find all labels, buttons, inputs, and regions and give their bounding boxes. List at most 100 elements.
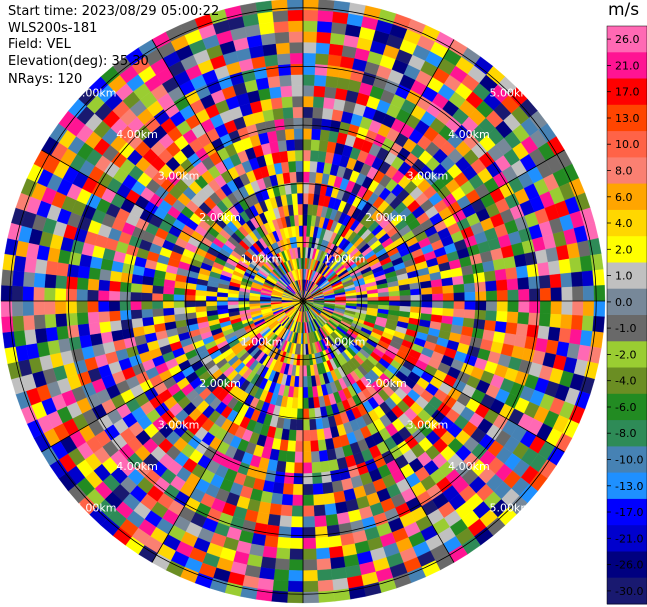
velocity-bins bbox=[0, 0, 606, 604]
colorbar-segment bbox=[607, 446, 647, 474]
velocity-bin bbox=[309, 160, 318, 173]
velocity-bin bbox=[453, 292, 465, 302]
velocity-bin bbox=[302, 516, 316, 528]
velocity-bin bbox=[549, 313, 562, 329]
velocity-bin bbox=[453, 300, 465, 310]
velocity-bin bbox=[292, 95, 304, 108]
velocity-bin bbox=[271, 0, 288, 12]
velocity-bin bbox=[313, 96, 325, 109]
velocity-bin bbox=[23, 256, 37, 273]
velocity-bin bbox=[108, 300, 121, 312]
colorbar-segment bbox=[607, 525, 647, 552]
velocity-bin bbox=[302, 527, 316, 539]
velocity-bin bbox=[579, 255, 593, 272]
velocity-bin bbox=[431, 307, 444, 316]
velocity-bin bbox=[282, 106, 294, 119]
velocity-bin bbox=[331, 21, 348, 35]
velocity-bin bbox=[293, 117, 304, 129]
velocity-bin bbox=[294, 451, 304, 463]
velocity-bin bbox=[579, 330, 593, 347]
velocity-bin bbox=[518, 300, 530, 314]
velocity-bin bbox=[294, 139, 304, 151]
velocity-bin bbox=[296, 419, 304, 431]
velocity-bin bbox=[66, 263, 80, 278]
velocity-bin bbox=[547, 326, 561, 342]
velocity-bin bbox=[464, 300, 476, 311]
velocity-bin bbox=[315, 547, 331, 560]
velocity-bin bbox=[302, 214, 308, 226]
velocity-bin bbox=[302, 74, 316, 86]
range-ring-label: 5.00km bbox=[75, 501, 117, 514]
velocity-bin bbox=[152, 315, 165, 325]
velocity-bin bbox=[315, 42, 331, 55]
velocity-bin bbox=[54, 287, 67, 302]
velocity-bin bbox=[287, 440, 296, 452]
velocity-bin bbox=[313, 493, 325, 506]
velocity-bin bbox=[496, 290, 509, 302]
velocity-bin bbox=[463, 309, 476, 320]
velocity-bin bbox=[34, 258, 48, 275]
velocity-bin bbox=[264, 119, 277, 133]
velocity-bin bbox=[130, 282, 143, 293]
velocity-bin bbox=[272, 481, 284, 495]
velocity-bin bbox=[294, 440, 304, 453]
velocity-bin bbox=[492, 258, 506, 271]
colorbar-segment bbox=[607, 52, 647, 80]
velocity-bin bbox=[284, 461, 295, 474]
colorbar-tick-label: 21.0 bbox=[615, 59, 640, 72]
velocity-bin bbox=[328, 43, 344, 57]
center-marker bbox=[299, 297, 307, 305]
velocity-bin bbox=[108, 310, 121, 322]
velocity-bin bbox=[325, 513, 339, 527]
velocity-bin bbox=[280, 504, 293, 517]
velocity-bin bbox=[45, 326, 59, 342]
velocity-bin bbox=[290, 74, 304, 86]
colorbar-tick-label: -26.0 bbox=[615, 559, 643, 572]
velocity-bin bbox=[302, 31, 318, 43]
velocity-bin bbox=[311, 128, 322, 141]
velocity-bin bbox=[173, 287, 186, 295]
velocity-bin bbox=[297, 192, 304, 205]
velocity-bin bbox=[593, 285, 606, 302]
velocity-bin bbox=[302, 580, 319, 593]
colorbar-segment bbox=[607, 367, 647, 395]
velocity-bin bbox=[296, 171, 304, 183]
velocity-bin bbox=[558, 258, 572, 275]
velocity-bin bbox=[12, 315, 25, 332]
velocity-bin bbox=[314, 74, 327, 87]
colorbar-tick-label: -1.0 bbox=[615, 322, 636, 335]
velocity-bin bbox=[302, 376, 308, 388]
colorbar-segment bbox=[607, 315, 647, 342]
velocity-bin bbox=[311, 117, 323, 130]
velocity-bin bbox=[310, 150, 319, 162]
colorbar-tick-label: -8.0 bbox=[615, 427, 636, 440]
colorbar-segment bbox=[607, 236, 647, 263]
velocity-bin bbox=[99, 268, 112, 281]
velocity-bin bbox=[273, 20, 290, 33]
velocity-bin bbox=[141, 283, 153, 294]
velocity-bin bbox=[302, 559, 318, 571]
velocity-bin bbox=[329, 556, 346, 570]
velocity-bin bbox=[258, 21, 275, 35]
colorbar-segment bbox=[607, 551, 647, 579]
velocity-bin bbox=[87, 289, 99, 302]
velocity-bin bbox=[331, 567, 348, 581]
velocity-bin bbox=[420, 287, 433, 295]
velocity-bin bbox=[421, 294, 433, 302]
velocity-bin bbox=[194, 295, 207, 302]
velocity-bin bbox=[297, 397, 304, 410]
velocity-bin bbox=[65, 312, 78, 326]
colorbar-tick-label: 4.0 bbox=[615, 217, 633, 230]
velocity-bin bbox=[248, 300, 261, 304]
velocity-bin bbox=[272, 107, 284, 121]
velocity-bin bbox=[302, 387, 309, 399]
velocity-bin bbox=[526, 263, 540, 278]
velocity-bin bbox=[11, 300, 24, 317]
velocity-bin bbox=[302, 52, 317, 65]
velocity-bin bbox=[328, 545, 344, 559]
velocity-bin bbox=[272, 579, 289, 592]
field-name: Field: VEL bbox=[8, 37, 71, 52]
velocity-bin bbox=[558, 327, 572, 344]
azimuth-spoke bbox=[151, 300, 304, 563]
colorbar-segment bbox=[607, 78, 647, 106]
